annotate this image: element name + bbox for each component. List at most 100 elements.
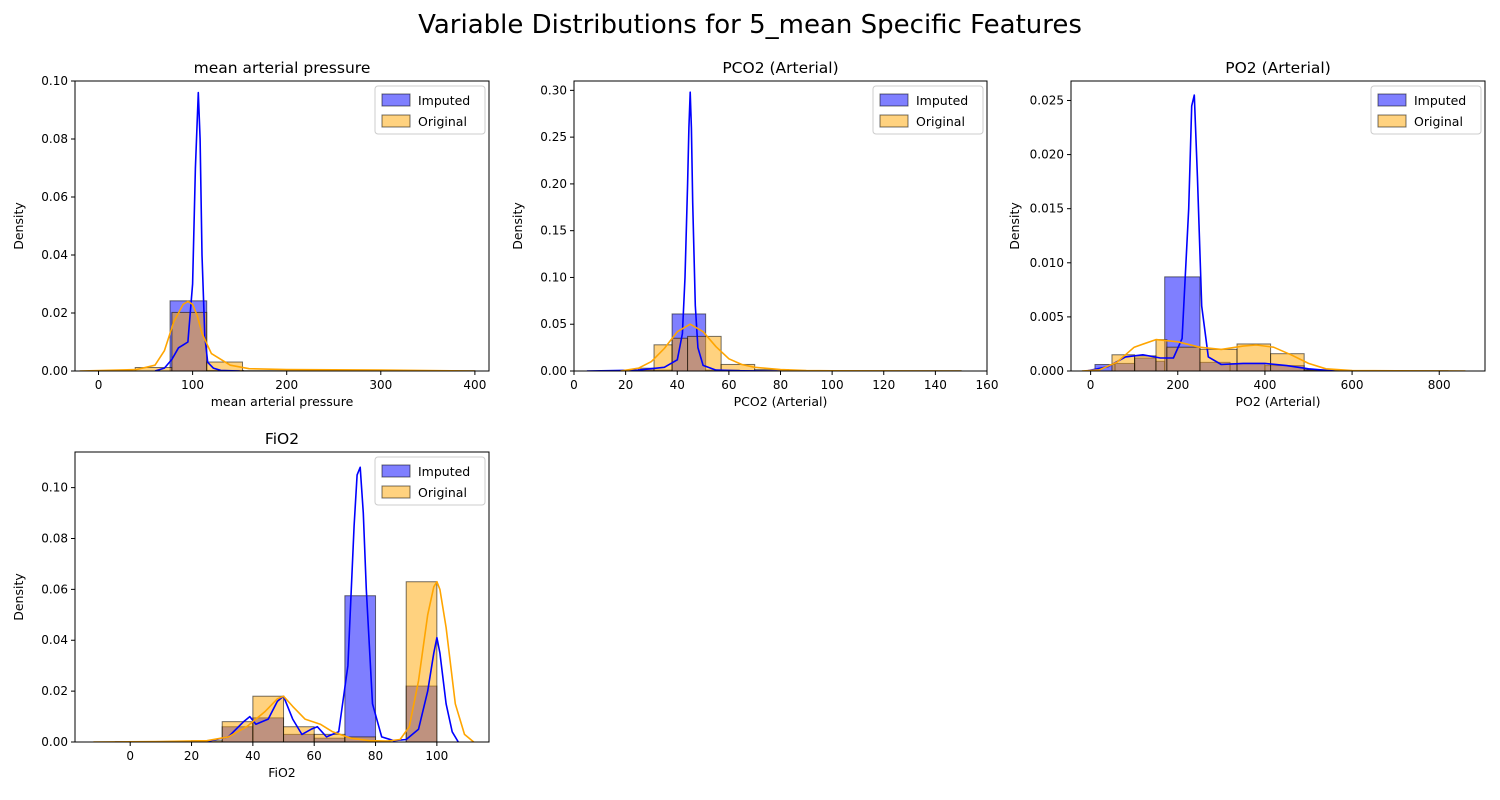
legend: Imputed Original (1370, 85, 1482, 135)
legend-swatch-original (381, 485, 411, 499)
x-tick-label: 100 (181, 378, 204, 392)
legend-swatch-imputed (381, 93, 411, 107)
subplot-title: mean arterial pressure (194, 59, 371, 77)
y-tick-label: 0.015 (1030, 202, 1064, 216)
y-axis-label: Density (11, 202, 26, 250)
legend-swatch-imputed (381, 464, 411, 478)
legend-label-imputed: Imputed (418, 93, 470, 108)
y-tick-label: 0.02 (41, 306, 68, 320)
x-tick-label: 800 (1428, 378, 1451, 392)
y-tick-label: 0.08 (41, 531, 68, 545)
legend-label-original: Original (916, 114, 965, 129)
hist-bar-original (1166, 346, 1201, 371)
x-tick-label: 0 (570, 378, 578, 392)
y-tick-label: 0.08 (41, 132, 68, 146)
x-axis-label: mean arterial pressure (211, 394, 354, 409)
y-tick-label: 0.00 (540, 364, 567, 378)
y-tick-label: 0.00 (41, 364, 68, 378)
axes-frame (1070, 80, 1486, 372)
y-tick-label: 0.06 (41, 582, 68, 596)
plot-area (1081, 94, 1466, 371)
y-tick-label: 0.05 (540, 317, 567, 331)
y-tick-label: 0.010 (1030, 256, 1064, 270)
kde-line-imputed (586, 91, 781, 371)
y-tick-label: 0.000 (1030, 364, 1064, 378)
plot-area (79, 91, 476, 371)
subplot-1: 0 20 40 60 80 100 120 140 160 0.00 0.05 0.10 0.15 0.2… (510, 59, 998, 409)
x-tick-label: 0 (126, 749, 134, 763)
axes-frame (74, 451, 490, 743)
x-tick-label: 400 (1253, 378, 1276, 392)
y-tick-label: 0.25 (540, 130, 567, 144)
y-axis-label: Density (11, 573, 26, 621)
subplot-0: 0 100 200 300 400 0.00 0.02 0.04 0.06 0.08 0.10 mea… (11, 59, 490, 409)
y-axis-label: Density (1007, 202, 1022, 250)
x-tick-label: 0 (95, 378, 103, 392)
plot-area (93, 466, 475, 742)
x-axis-label: FiO2 (268, 765, 296, 780)
subplot-title: PO2 (Arterial) (1225, 59, 1331, 77)
subplot-2: 0 200 400 600 800 0.000 0.005 0.010 0.015 0.020 0.… (1007, 59, 1486, 409)
legend-swatch-original (1377, 114, 1407, 128)
x-axis-label: PCO2 (Arterial) (734, 394, 828, 409)
kde-line-original (620, 323, 962, 371)
x-tick-label: 40 (670, 378, 685, 392)
y-tick-label: 0.20 (540, 177, 567, 191)
legend-label-original: Original (418, 485, 467, 500)
kde-line-imputed (114, 466, 459, 742)
legend-swatch-imputed (1377, 93, 1407, 107)
y-tick-label: 0.10 (41, 74, 68, 88)
legend: Imputed Original (374, 85, 486, 135)
x-tick-label: 160 (976, 378, 999, 392)
hist-bar-original (1270, 353, 1305, 371)
legend-label-original: Original (1414, 114, 1463, 129)
x-tick-label: 140 (924, 378, 947, 392)
x-tick-label: 100 (821, 378, 844, 392)
y-tick-label: 0.30 (540, 83, 567, 97)
subplot-title: PCO2 (Arterial) (722, 59, 838, 77)
legend: Imputed Original (872, 85, 984, 135)
x-tick-label: 40 (245, 749, 260, 763)
legend-swatch-original (879, 114, 909, 128)
figure-title: Variable Distributions for 5_mean Specif… (418, 10, 1082, 40)
y-tick-label: 0.15 (540, 224, 567, 238)
x-axis-label: PO2 (Arterial) (1235, 394, 1320, 409)
subplot-3: 0 20 40 60 80 100 0.00 0.02 0.04 0.06 0.08 0.10 FiO2… (11, 430, 490, 780)
legend-label-imputed: Imputed (916, 93, 968, 108)
x-tick-label: 400 (463, 378, 486, 392)
x-tick-label: 200 (1166, 378, 1189, 392)
x-tick-label: 300 (369, 378, 392, 392)
legend-label-original: Original (418, 114, 467, 129)
y-tick-label: 0.06 (41, 190, 68, 204)
kde-line-imputed (154, 91, 240, 371)
y-tick-label: 0.10 (41, 481, 68, 495)
y-axis-label: Density (510, 202, 525, 250)
axes-frame (74, 80, 490, 372)
y-tick-label: 0.005 (1030, 310, 1064, 324)
legend: Imputed Original (374, 456, 486, 506)
x-tick-label: 60 (307, 749, 322, 763)
hist-bar-original (1134, 355, 1157, 371)
x-tick-label: 120 (872, 378, 895, 392)
x-tick-label: 20 (618, 378, 633, 392)
y-tick-label: 0.04 (41, 633, 68, 647)
x-tick-label: 20 (184, 749, 199, 763)
kde-line-original (93, 580, 475, 742)
x-tick-label: 600 (1341, 378, 1364, 392)
hist-bar-original (1236, 343, 1272, 371)
x-tick-label: 80 (368, 749, 383, 763)
kde-line-imputed (1086, 94, 1335, 371)
x-tick-label: 80 (773, 378, 788, 392)
y-tick-label: 0.10 (540, 270, 567, 284)
x-tick-label: 60 (721, 378, 736, 392)
legend-swatch-imputed (879, 93, 909, 107)
legend-label-imputed: Imputed (1414, 93, 1466, 108)
subplot-title: FiO2 (265, 430, 299, 448)
hist-bar-original (1199, 348, 1238, 371)
y-tick-label: 0.04 (41, 248, 68, 262)
x-tick-label: 100 (425, 749, 448, 763)
kde-line-original (79, 300, 475, 371)
y-tick-label: 0.02 (41, 684, 68, 698)
y-tick-label: 0.025 (1030, 93, 1064, 107)
